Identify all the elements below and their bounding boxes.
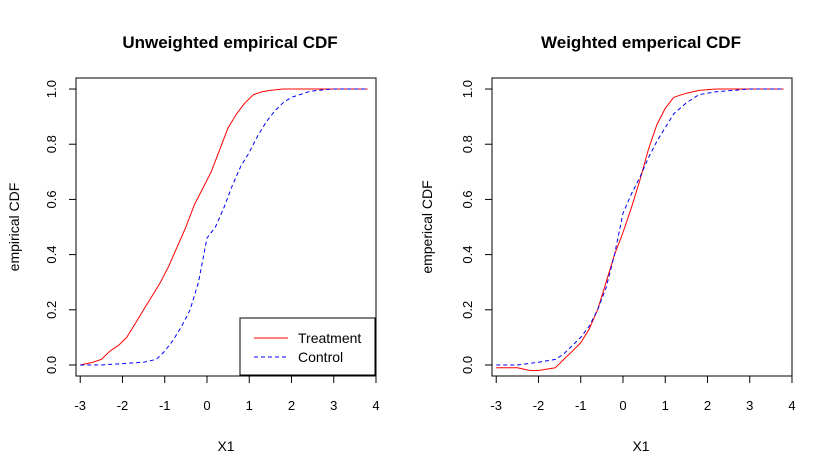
legend-treatment-label: Treatment: [298, 330, 361, 346]
y-tick-label: 1.0: [44, 80, 59, 98]
x-tick-label: 1: [662, 398, 669, 413]
x-axis-label: X1: [217, 438, 234, 454]
x-axis: -3 -2 -1 0 1 2 3 4: [490, 375, 796, 413]
x-tick-label: 4: [372, 398, 379, 413]
y-axis: 0.0 0.2 0.4 0.6 0.8 1.0: [44, 80, 77, 374]
x-tick-label: 0: [619, 398, 626, 413]
x-tick-label: -1: [159, 398, 171, 413]
y-tick-label: 0.4: [460, 246, 475, 264]
y-axis-label: empirical CDF: [6, 183, 22, 272]
x-tick-label: 2: [704, 398, 711, 413]
legend-control-label: Control: [298, 349, 343, 365]
y-tick-label: 0.2: [460, 301, 475, 319]
x-tick-label: -3: [490, 398, 502, 413]
y-tick-label: 0.6: [460, 190, 475, 208]
y-tick-label: 0.8: [44, 135, 59, 153]
x-axis: -3 -2 -1 0 1 2 3 4: [74, 375, 380, 413]
y-tick-label: 1.0: [460, 80, 475, 98]
x-tick-label: 0: [203, 398, 210, 413]
series-treatment-line: [80, 88, 368, 366]
x-tick-label: -2: [117, 398, 129, 413]
x-tick-label: 1: [246, 398, 253, 413]
x-tick-label: 3: [330, 398, 337, 413]
y-tick-label: 0.4: [44, 246, 59, 264]
series-layer: [80, 88, 368, 366]
unweighted-cdf-panel: Unweighted empirical CDF -3 -2 -1 0 1 2 3 4 0.0…: [6, 33, 380, 454]
series-layer: [496, 88, 784, 371]
y-tick-label: 0.6: [44, 190, 59, 208]
legend: Treatment Control: [239, 317, 376, 376]
series-treatment-line: [496, 88, 784, 371]
x-axis-label: X1: [632, 438, 649, 454]
x-tick-label: -2: [533, 398, 545, 413]
y-tick-label: 0.0: [44, 356, 59, 374]
chart-title: Unweighted empirical CDF: [122, 33, 337, 52]
y-axis-label: emperical CDF: [419, 180, 435, 273]
x-tick-label: -3: [74, 398, 86, 413]
series-control-line: [496, 88, 784, 366]
x-tick-label: 2: [288, 398, 295, 413]
x-tick-label: 4: [788, 398, 795, 413]
series-control-line: [80, 88, 368, 366]
x-tick-label: -1: [575, 398, 587, 413]
chart-title: Weighted emperical CDF: [541, 33, 741, 52]
y-tick-label: 0.0: [460, 356, 475, 374]
legend-box: [239, 317, 376, 376]
y-axis: 0.0 0.2 0.4 0.6 0.8 1.0: [460, 80, 493, 374]
x-tick-label: 3: [746, 398, 753, 413]
y-tick-label: 0.2: [44, 301, 59, 319]
weighted-cdf-panel: Weighted emperical CDF -3 -2 -1 0 1 2 3 4 0.00.…: [419, 33, 796, 454]
y-tick-label: 0.8: [460, 135, 475, 153]
